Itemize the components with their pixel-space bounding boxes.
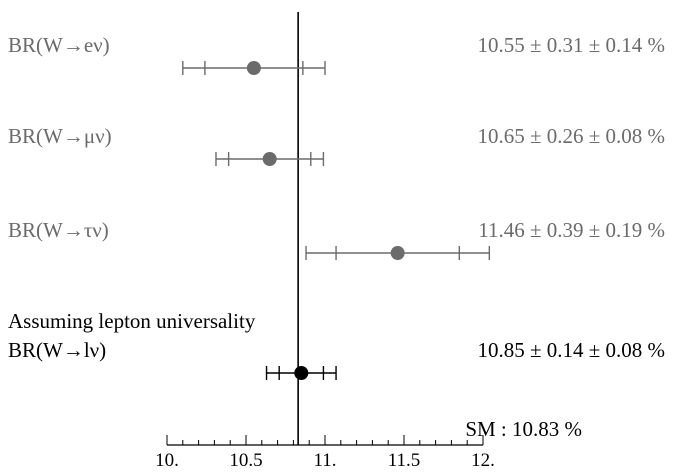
x-tick-label: 11. [313,450,336,471]
x-tick-label: 10.5 [229,450,262,471]
x-axis: 10. 10.5 11. 11.5 12. [155,435,495,471]
measurement-value-text: 11.46 ± 0.39 ± 0.19 % [478,218,665,242]
x-tick-label: 10. [155,450,179,471]
measurement-point [294,366,309,380]
sm-reference-label: SM : 10.83 % [465,417,582,441]
measurement-rows: BR(W→eν) 10.55 ± 0.31 ± 0.14 % BR(W→μν) 10.… [8,33,665,380]
x-tick-label: 12. [471,450,495,471]
measurement-point [246,61,261,75]
x-tick-label: 11.5 [388,450,421,471]
measurement-point [390,246,405,260]
measurement-row: BR(W→μν) 10.65 ± 0.26 ± 0.08 % [8,124,665,166]
measurement-row: BR(W→τν) 11.46 ± 0.39 ± 0.19 % [8,218,665,260]
measurement-point [262,152,277,166]
section-heading: Assuming lepton universality [8,309,256,333]
measurement-label: BR(W→lν) [8,338,106,362]
measurement-value-text: 10.85 ± 0.14 ± 0.08 % [477,338,665,362]
measurement-label: BR(W→eν) [8,33,110,57]
measurement-label: BR(W→μν) [8,124,112,148]
measurement-row: BR(W→eν) 10.55 ± 0.31 ± 0.14 % [8,33,665,75]
measurement-label: BR(W→τν) [8,218,109,242]
measurement-value-text: 10.55 ± 0.31 ± 0.14 % [477,33,665,57]
measurement-value-text: 10.65 ± 0.26 ± 0.08 % [477,124,665,148]
measurement-row: BR(W→lν) 10.85 ± 0.14 ± 0.08 % [8,338,665,380]
